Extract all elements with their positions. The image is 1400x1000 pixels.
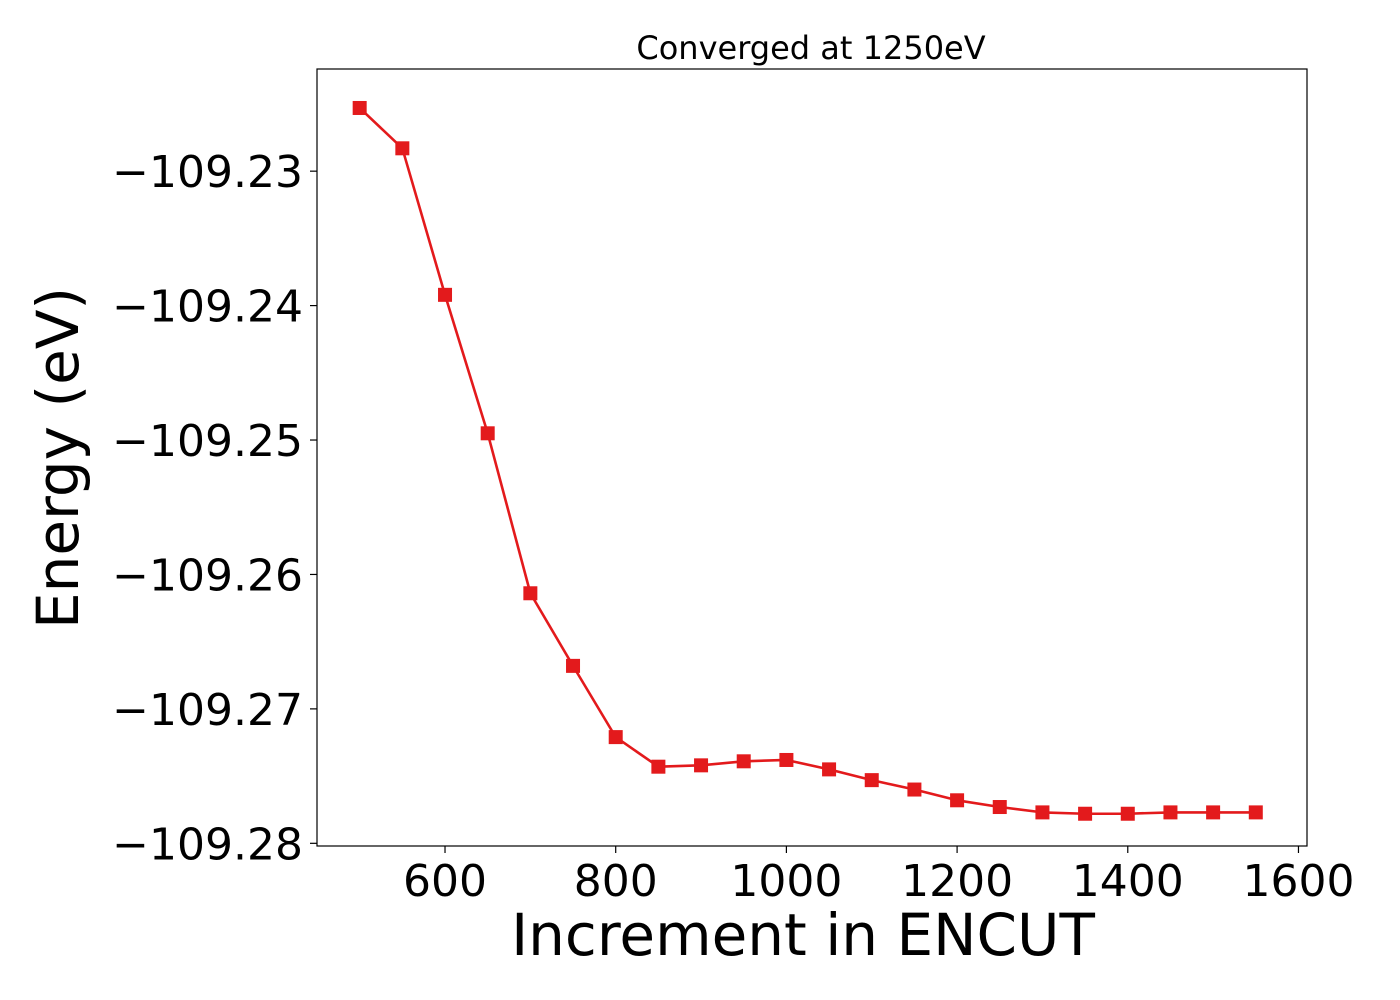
y-tick-label: −109.27	[112, 685, 303, 736]
data-point-marker	[395, 141, 410, 156]
data-point-marker	[1120, 806, 1135, 821]
series-layer	[352, 100, 1263, 821]
x-axis-label: Increment in ENCUT	[511, 901, 1095, 969]
x-tick-label: 1000	[730, 856, 842, 907]
data-point-marker	[480, 426, 495, 441]
data-point-marker	[864, 773, 879, 788]
x-tick-label: 1200	[901, 856, 1013, 907]
data-point-marker	[694, 758, 709, 773]
chart-title: Converged at 1250eV	[636, 29, 985, 67]
data-point-marker	[1078, 806, 1093, 821]
x-tick-label: 600	[403, 856, 487, 907]
data-point-marker	[1206, 805, 1221, 820]
data-point-marker	[779, 752, 794, 767]
y-tick-label: −109.28	[112, 819, 303, 870]
plot-area-frame	[316, 68, 1308, 847]
data-point-marker	[1248, 805, 1263, 820]
x-axis: 600 800 1000 1200 1400 1600	[403, 846, 1354, 907]
data-point-marker	[822, 762, 837, 777]
data-point-marker	[1163, 805, 1178, 820]
y-tick-label: −109.23	[112, 147, 303, 198]
data-point-marker	[992, 800, 1007, 815]
data-point-marker	[566, 658, 581, 673]
y-axis-label: Energy (eV)	[24, 287, 92, 629]
data-point-marker	[736, 754, 751, 769]
y-tick-label: −109.24	[112, 282, 303, 333]
y-tick-label: −109.25	[112, 416, 303, 467]
data-point-marker	[950, 793, 965, 808]
x-tick-label: 800	[574, 856, 658, 907]
data-point-marker	[1035, 805, 1050, 820]
x-tick-label: 1400	[1072, 856, 1184, 907]
x-tick-label: 1600	[1242, 856, 1354, 907]
y-tick-label: −109.26	[112, 550, 303, 601]
data-point-marker	[651, 759, 666, 774]
data-point-marker	[608, 730, 623, 745]
data-point-marker	[907, 782, 922, 797]
series-line	[358, 107, 1256, 816]
data-point-marker	[438, 287, 453, 302]
data-point-marker	[352, 100, 367, 115]
y-axis: −109.23 −109.24 −109.25 −109.26 −109.27 −109.…	[112, 147, 317, 870]
data-point-marker	[523, 586, 538, 601]
